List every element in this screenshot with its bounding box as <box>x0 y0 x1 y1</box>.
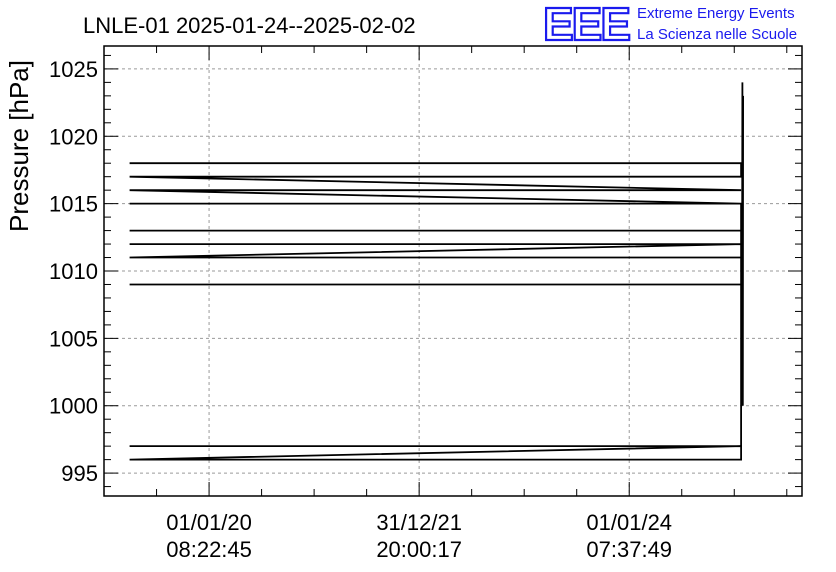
logo-line-2: La Scienza nelle Scuole <box>637 26 797 43</box>
x-tick-label-date: 01/01/24 <box>586 510 672 535</box>
y-tick-label: 1010 <box>49 259 98 284</box>
pressure-series-line <box>129 82 744 461</box>
y-tick-label: 995 <box>61 461 98 486</box>
chart-title: LNLE-01 2025-01-24--2025-02-02 <box>83 13 416 38</box>
x-tick-label-time: 08:22:45 <box>166 537 252 562</box>
grid <box>104 46 802 496</box>
x-tick-label-date: 01/01/20 <box>166 510 252 535</box>
y-tick-label: 1000 <box>49 394 98 419</box>
y-axis-title: Pressure [hPa] <box>4 60 34 232</box>
plot-frame <box>103 45 803 497</box>
x-tick-label-time: 20:00:17 <box>376 537 462 562</box>
tick-labels: 995 1000 1005 1010 1015 1020 1025 01/01/2008:22… <box>49 57 672 562</box>
series <box>129 82 744 461</box>
logo-line-1: Extreme Energy Events <box>637 5 795 22</box>
eee-logo: EEE Extreme Energy Events La Scienza nel… <box>542 0 797 51</box>
x-tick-label-date: 31/12/21 <box>376 510 462 535</box>
logo-mark: EEE <box>543 0 629 50</box>
axis-ticks <box>103 46 802 496</box>
x-tick-label-time: 07:37:49 <box>586 537 672 562</box>
y-tick-label: 1020 <box>49 124 98 149</box>
y-tick-label: 1025 <box>49 57 98 82</box>
y-tick-label: 1005 <box>49 326 98 351</box>
y-tick-label: 1015 <box>49 192 98 217</box>
